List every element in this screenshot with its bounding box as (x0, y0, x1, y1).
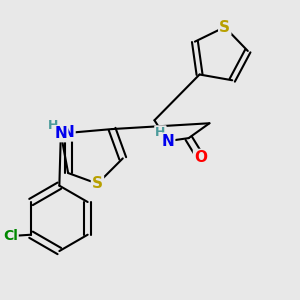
Text: N: N (55, 126, 67, 141)
Text: S: S (219, 20, 230, 34)
Text: S: S (92, 176, 103, 191)
Text: Cl: Cl (3, 229, 18, 243)
Text: O: O (194, 150, 207, 165)
Text: N: N (161, 134, 174, 148)
Text: H: H (48, 119, 59, 132)
Text: H: H (155, 126, 166, 139)
Text: N: N (62, 125, 74, 140)
